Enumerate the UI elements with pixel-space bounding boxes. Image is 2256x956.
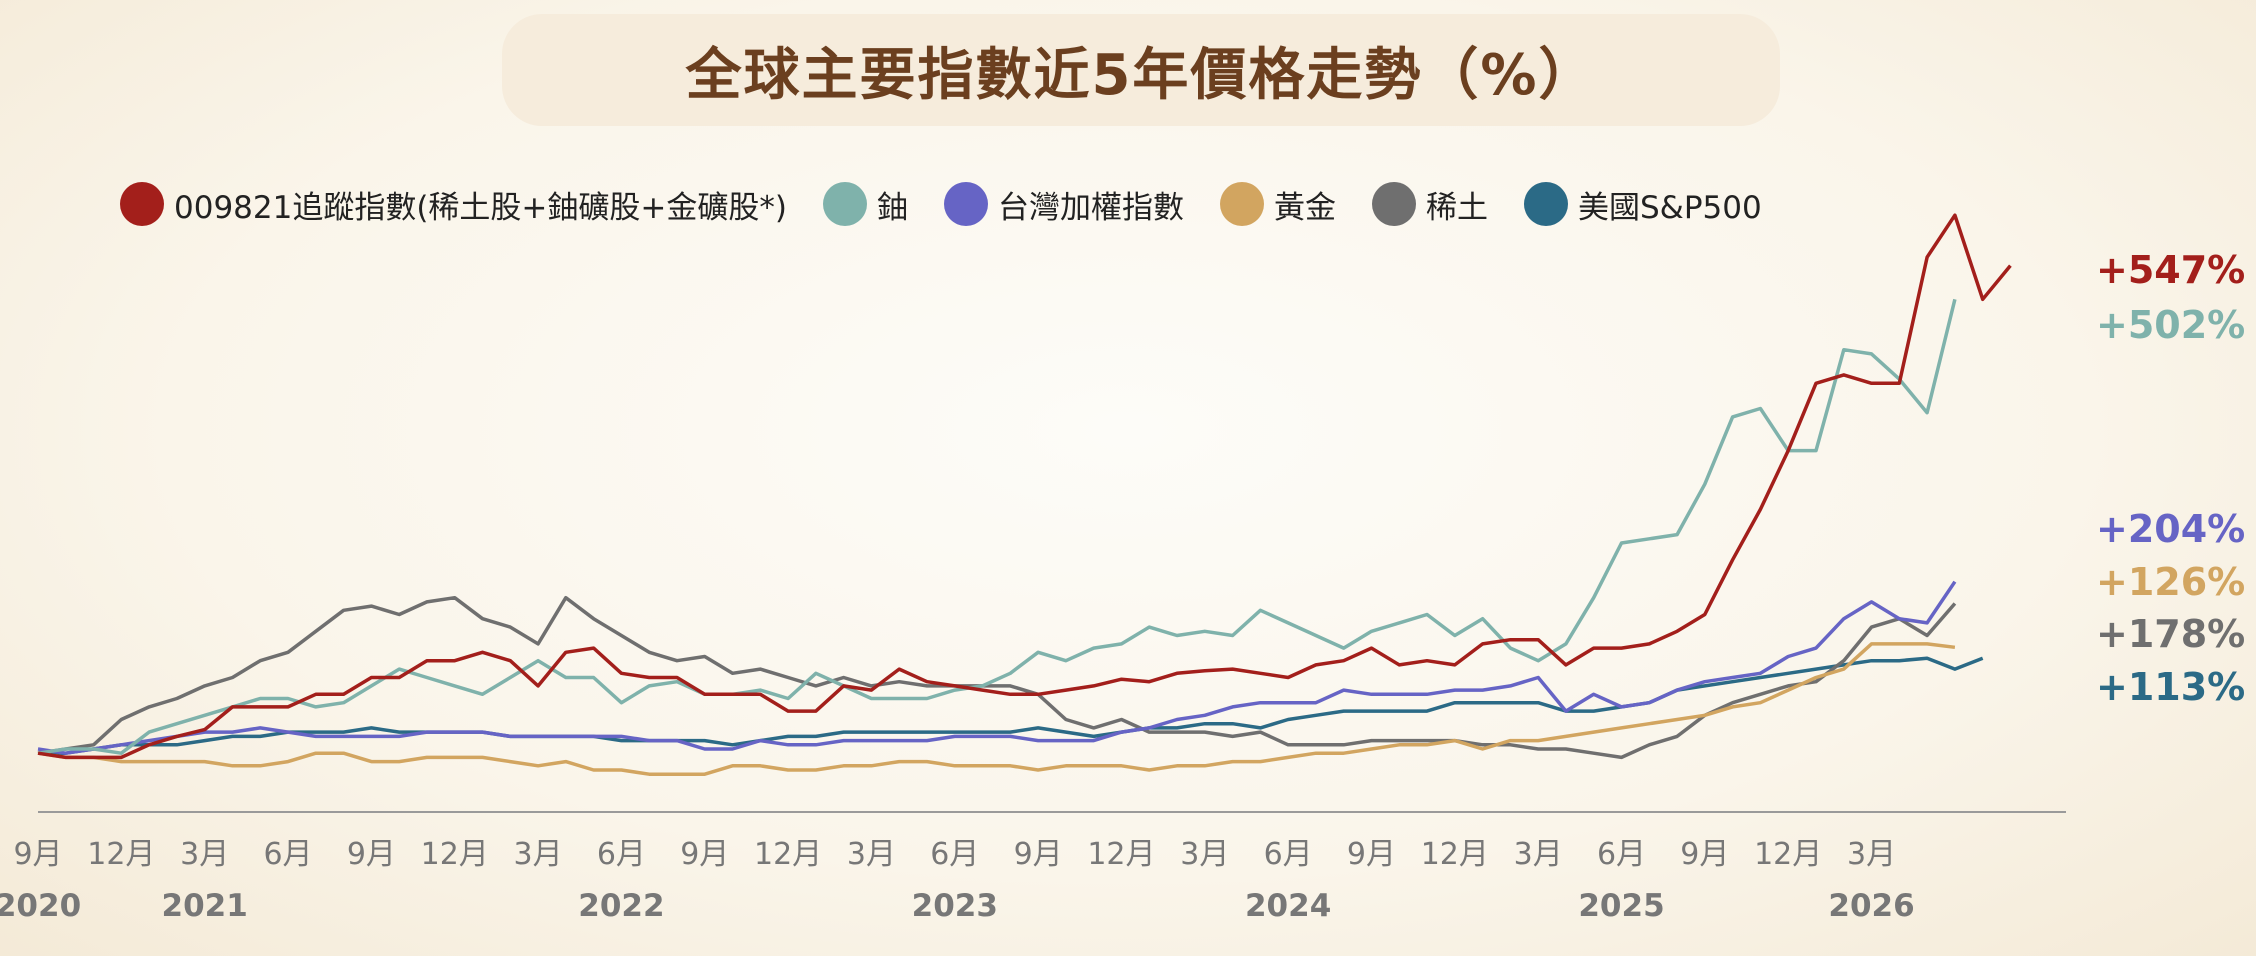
legend-swatch	[120, 182, 164, 226]
end-value-label: +502%	[2096, 303, 2245, 347]
x-tick-month: 6月	[263, 837, 312, 872]
end-value-label: +126%	[2096, 560, 2245, 604]
x-tick-month: 3月	[180, 837, 229, 872]
series-line	[37, 298, 1957, 755]
legend-label: 鈾	[876, 189, 908, 226]
end-value-labels: +547% +502% +204% +126% +178% +113%	[2096, 248, 2245, 709]
x-tick-month: 6月	[1597, 837, 1646, 872]
legend-label: 台灣加權指數	[997, 189, 1184, 226]
x-tick-month: 12月	[754, 837, 822, 872]
legend: 009821追蹤指數(稀土股+鈾礦股+金礦股*) 鈾 台灣加權指數 黃金 稀土 美國S&P…	[120, 176, 1798, 232]
x-tick-year: 2020	[0, 888, 81, 924]
legend-item: 鈾	[822, 182, 908, 227]
x-tick-year: 2025	[1578, 888, 1664, 924]
x-tick-month: 3月	[514, 837, 563, 872]
end-value-label: +178%	[2096, 612, 2245, 656]
x-tick-month: 6月	[597, 837, 646, 872]
legend-swatch	[1219, 182, 1264, 226]
x-tick-month: 3月	[1180, 837, 1229, 872]
legend-label: 009821追蹤指數(稀土股+鈾礦股+金礦股*)	[174, 189, 787, 226]
series-line	[37, 642, 1956, 776]
legend-label: 美國S&P500	[1577, 189, 1762, 226]
x-tick-year: 2026	[1828, 888, 1914, 924]
x-tick-month: 9月	[1347, 837, 1396, 872]
x-tick-month: 3月	[1514, 837, 1563, 872]
legend-item: 黃金	[1219, 182, 1336, 227]
x-tick-month: 12月	[421, 837, 489, 872]
x-tick-month: 9月	[1680, 837, 1729, 872]
end-value-label: +204%	[2096, 507, 2245, 551]
chart-title: 全球主要指數近5年價格走勢（%）	[685, 42, 1597, 108]
series-line	[37, 595, 1957, 760]
series-line	[37, 213, 2012, 760]
x-tick-month: 9月	[347, 837, 396, 872]
x-tick-month: 12月	[1421, 837, 1489, 872]
x-tick-month: 6月	[930, 837, 979, 872]
legend-item: 台灣加權指數	[943, 182, 1184, 227]
x-tick-year: 2022	[578, 888, 664, 924]
x-tick-month: 12月	[1754, 837, 1822, 872]
title-banner: 全球主要指數近5年價格走勢（%）	[502, 14, 1780, 126]
x-tick-month: 12月	[1087, 837, 1155, 872]
series-lines	[37, 213, 2012, 776]
x-tick-month: 9月	[13, 837, 62, 872]
x-tick-month: 9月	[1014, 837, 1063, 872]
legend-swatch	[822, 182, 867, 226]
end-value-label: +113%	[2096, 665, 2245, 709]
end-value-label: +547%	[2096, 248, 2245, 292]
series-line	[37, 580, 1957, 755]
x-tick-month: 12月	[87, 837, 155, 872]
x-tick-month: 3月	[1847, 837, 1896, 872]
x-tick-month: 6月	[1264, 837, 1313, 872]
x-tick-month: 9月	[680, 837, 729, 872]
legend-item: 稀土	[1371, 182, 1488, 227]
legend-label: 稀土	[1425, 189, 1488, 226]
x-tick-year: 2021	[162, 888, 248, 924]
x-tick-year: 2024	[1245, 888, 1331, 924]
legend-swatch	[943, 182, 988, 226]
legend-swatch	[1371, 182, 1416, 226]
legend-item: 美國S&P500	[1523, 182, 1762, 227]
legend-label: 黃金	[1273, 189, 1336, 226]
legend-swatch	[1523, 182, 1568, 226]
x-tick-month: 3月	[847, 837, 896, 872]
legend-item: 009821追蹤指數(稀土股+鈾礦股+金礦股*)	[120, 182, 787, 227]
x-tick-year: 2023	[912, 888, 998, 924]
